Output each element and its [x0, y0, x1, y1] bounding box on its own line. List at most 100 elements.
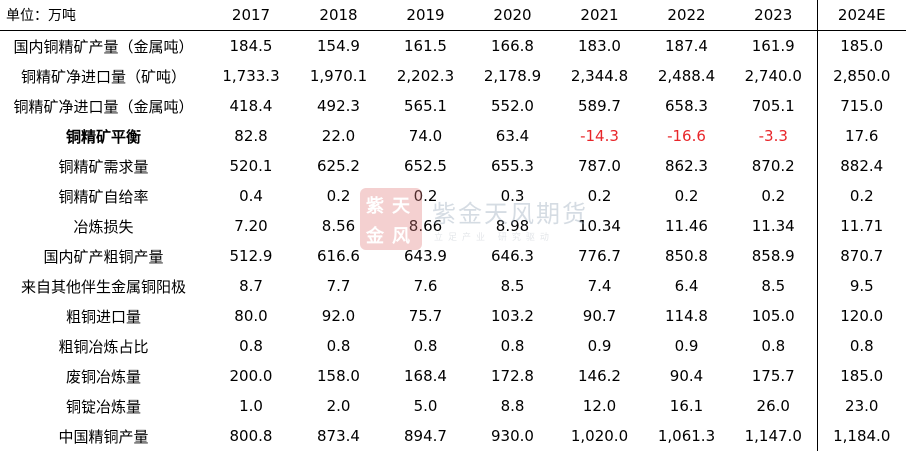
table-cell: 23.0 — [816, 391, 906, 421]
table-cell: 103.2 — [491, 307, 534, 325]
table-cell: 7.7 — [326, 277, 351, 295]
table-cell: 2,344.8 — [570, 67, 629, 85]
year-header: 2020 — [493, 6, 532, 24]
table-cell: 492.3 — [317, 97, 360, 115]
table-cell: 26.0 — [756, 397, 790, 415]
table-row: 国内铜精矿产量（金属吨） 184.5 154.9 161.5 166.8 183.0 187… — [0, 30, 906, 61]
table-cell: 0.4 — [239, 187, 263, 205]
table-cell: 22.0 — [321, 127, 356, 145]
table-cell: 11.71 — [816, 211, 906, 241]
table-cell: 161.5 — [404, 37, 447, 55]
row-label: 铜精矿自给率 — [58, 187, 149, 206]
table-cell: 105.0 — [751, 307, 795, 325]
table-cell: 16.1 — [669, 397, 704, 415]
table-cell: 800.8 — [229, 427, 273, 445]
row-label: 中国精铜产量 — [58, 427, 149, 446]
table-cell: 2,740.0 — [744, 67, 802, 85]
table-cell: 1,733.3 — [222, 67, 280, 85]
table-cell: 5.0 — [413, 397, 438, 415]
table-row: 铜精矿净进口量（矿吨） 1,733.3 1,970.1 2,202.3 2,178.9 2… — [0, 61, 906, 91]
table-cell: 7.20 — [234, 217, 268, 235]
table-cell: 655.3 — [491, 157, 534, 175]
table-cell: 161.9 — [751, 37, 795, 55]
row-label: 国内矿产粗铜产量 — [43, 247, 164, 266]
table-cell: 154.9 — [317, 37, 360, 55]
table-cell: 1.0 — [239, 397, 263, 415]
year-header: 2021 — [580, 6, 619, 24]
table-cell: 870.2 — [751, 157, 795, 175]
table-cell: 1,020.0 — [570, 427, 629, 445]
table-cell: 0.2 — [326, 187, 351, 205]
table-cell: 520.1 — [229, 157, 273, 175]
table-cell: 92.0 — [321, 307, 356, 325]
table-row: 铜锭冶炼量 1.0 2.0 5.0 8.8 12.0 16.1 26.0 23.0 — [0, 391, 906, 421]
table-cell: 552.0 — [491, 97, 534, 115]
table-cell: 82.8 — [234, 127, 268, 145]
row-label: 废铜冶炼量 — [65, 367, 141, 386]
table-cell: -3.3 — [758, 127, 788, 145]
table-cell: 166.8 — [491, 37, 534, 55]
table-row: 粗铜冶炼占比 0.8 0.8 0.8 0.8 0.9 0.9 0.8 0.8 — [0, 331, 906, 361]
table-cell: 2,488.4 — [657, 67, 716, 85]
table-cell: 787.0 — [578, 157, 621, 175]
table-cell: 8.7 — [239, 277, 263, 295]
table-cell: 512.9 — [229, 247, 273, 265]
table-cell: 7.4 — [587, 277, 612, 295]
header-row: 单位：万吨 2017 2018 2019 2020 2021 2022 2023… — [0, 0, 906, 31]
table-cell: 715.0 — [816, 91, 906, 121]
table-cell: 0.2 — [413, 187, 438, 205]
table-row: 废铜冶炼量 200.0 158.0 168.4 172.8 146.2 90.4 175.7 1… — [0, 361, 906, 391]
table-cell: 894.7 — [404, 427, 447, 445]
year-header: 2019 — [406, 6, 445, 24]
table-cell: 1,184.0 — [816, 421, 906, 451]
table-cell: 643.9 — [404, 247, 447, 265]
table-cell: 12.0 — [582, 397, 617, 415]
table-cell: 90.7 — [582, 307, 617, 325]
table-cell: 858.9 — [751, 247, 795, 265]
table-cell: 146.2 — [578, 367, 621, 385]
table-row: 铜精矿需求量 520.1 625.2 652.5 655.3 787.0 862.3 870.… — [0, 151, 906, 181]
table-cell: 8.56 — [321, 217, 356, 235]
table-cell: 7.6 — [413, 277, 438, 295]
table-cell: 0.2 — [816, 181, 906, 211]
year-header: 2024E — [816, 0, 906, 31]
table-row: 冶炼损失 7.20 8.56 8.66 8.98 10.34 11.46 11.34 11.71 — [0, 211, 906, 241]
table-cell: 0.3 — [500, 187, 525, 205]
row-label: 铜精矿净进口量（金属吨） — [13, 97, 194, 116]
table-cell: 11.34 — [751, 217, 795, 235]
row-label: 国内铜精矿产量（金属吨） — [13, 37, 194, 56]
table-row: 来自其他伴生金属铜阳极 8.7 7.7 7.6 8.5 7.4 6.4 8.5 9.5 — [0, 271, 906, 301]
row-label: 铜精矿需求量 — [58, 157, 149, 176]
table-cell: 652.5 — [404, 157, 447, 175]
table-cell: 882.4 — [816, 151, 906, 181]
table-cell: 873.4 — [317, 427, 360, 445]
table-cell: 658.3 — [665, 97, 708, 115]
table-cell: 8.66 — [408, 217, 443, 235]
table-cell: 175.7 — [751, 367, 795, 385]
table-cell: 0.2 — [761, 187, 786, 205]
table-cell: 589.7 — [578, 97, 621, 115]
table-cell: 0.9 — [674, 337, 699, 355]
table-cell: 2,202.3 — [396, 67, 455, 85]
table-cell: 616.6 — [317, 247, 360, 265]
row-label: 冶炼损失 — [73, 217, 134, 236]
year-header: 2018 — [319, 6, 358, 24]
table-cell: 8.5 — [761, 277, 786, 295]
table-cell: 776.7 — [578, 247, 621, 265]
table-cell: 0.8 — [239, 337, 263, 355]
table-cell: 200.0 — [229, 367, 273, 385]
table-cell: 75.7 — [408, 307, 443, 325]
table-row: 铜精矿自给率 0.4 0.2 0.2 0.3 0.2 0.2 0.2 0.2 — [0, 181, 906, 211]
table-cell: 9.5 — [816, 271, 906, 301]
table-cell: 185.0 — [816, 30, 906, 61]
table-cell: 8.5 — [500, 277, 525, 295]
table-row: 铜精矿净进口量（金属吨） 418.4 492.3 565.1 552.0 589.7 658… — [0, 91, 906, 121]
year-header: 2022 — [667, 6, 706, 24]
table-cell: 185.0 — [816, 361, 906, 391]
table-cell: 930.0 — [491, 427, 534, 445]
row-label: 铜锭冶炼量 — [65, 397, 141, 416]
table-cell: 0.8 — [816, 331, 906, 361]
table-cell: 646.3 — [491, 247, 534, 265]
table-cell: 187.4 — [665, 37, 708, 55]
